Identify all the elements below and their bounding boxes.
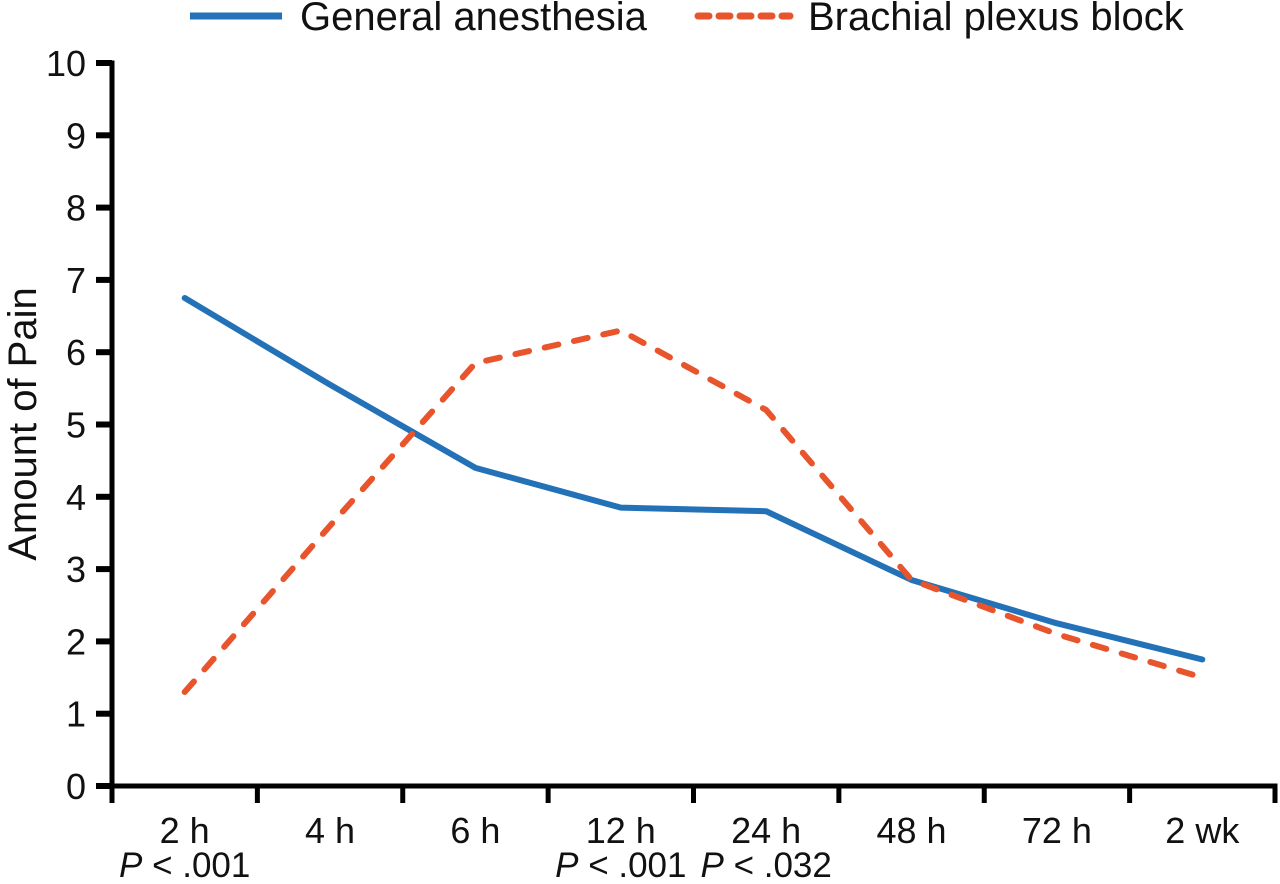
y-tick-label: 10 bbox=[46, 43, 86, 84]
series-line-general-anesthesia bbox=[181, 294, 1206, 663]
x-tick-label: 72 h bbox=[1022, 810, 1092, 851]
x-tick-label: 6 h bbox=[450, 810, 500, 851]
p-value-annotation: P < .032 bbox=[701, 846, 832, 884]
x-tick-label: 4 h bbox=[305, 810, 355, 851]
legend-label-brachial-plexus-block: Brachial plexus block bbox=[808, 0, 1185, 39]
series-line-brachial-plexus-block bbox=[181, 327, 1206, 696]
y-tick-label: 0 bbox=[66, 766, 86, 807]
y-tick-label: 6 bbox=[66, 332, 86, 373]
y-tick-label: 1 bbox=[66, 694, 86, 735]
x-tick-label: 24 h bbox=[731, 810, 801, 851]
x-tick-label: 12 h bbox=[586, 810, 656, 851]
y-tick-label: 4 bbox=[66, 477, 86, 518]
x-tick-label: 2 wk bbox=[1165, 810, 1240, 851]
y-tick-label: 5 bbox=[66, 405, 86, 446]
p-value-annotation: P < .001 bbox=[119, 846, 250, 884]
legend: General anesthesia Brachial plexus block bbox=[190, 0, 1185, 39]
x-tick-label: 2 h bbox=[160, 810, 210, 851]
y-tick-label: 7 bbox=[66, 260, 86, 301]
y-tick-label: 9 bbox=[66, 115, 86, 156]
y-tick-label: 8 bbox=[66, 188, 86, 229]
p-value-annotation: P < .001 bbox=[555, 846, 686, 884]
series-lines bbox=[181, 294, 1206, 696]
x-tick-label: 48 h bbox=[877, 810, 947, 851]
axes: 0 1 2 3 4 5 6 7 8 9 10 2 h 4 h 6 h 12 h 24 h 48 h 72 h 2 w… bbox=[46, 43, 1278, 884]
y-tick-label: 2 bbox=[66, 621, 86, 662]
y-tick-label: 3 bbox=[66, 549, 86, 590]
y-axis-title: Amount of Pain bbox=[1, 287, 45, 561]
axis-frame bbox=[109, 60, 1278, 789]
legend-label-general-anesthesia: General anesthesia bbox=[300, 0, 648, 39]
